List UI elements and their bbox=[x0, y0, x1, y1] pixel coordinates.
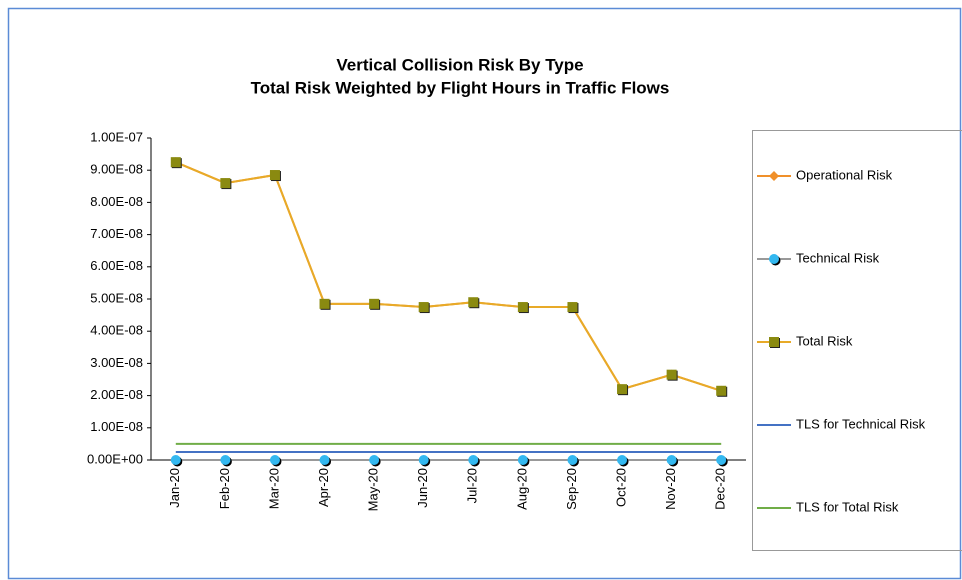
point bbox=[369, 298, 380, 309]
chart-subtitle: Total Risk Weighted by Flight Hours in T… bbox=[251, 78, 670, 97]
x-tick-label: Aug-20 bbox=[514, 468, 529, 510]
point bbox=[220, 455, 231, 465]
legend-label: TLS for Technical Risk bbox=[796, 416, 926, 431]
y-tick-label: 2.00E-08 bbox=[90, 387, 143, 402]
x-tick-label: Nov-20 bbox=[663, 468, 678, 510]
point bbox=[319, 298, 330, 309]
legend-label: Technical Risk bbox=[796, 250, 880, 265]
point bbox=[617, 384, 628, 395]
point bbox=[319, 455, 330, 465]
legend-label: Operational Risk bbox=[796, 167, 893, 182]
point bbox=[666, 369, 677, 380]
x-tick-label: Feb-20 bbox=[217, 468, 232, 509]
legend-box bbox=[752, 130, 962, 551]
y-tick-label: 1.00E-08 bbox=[90, 419, 143, 434]
y-tick-label: 3.00E-08 bbox=[90, 355, 143, 370]
x-tick-label: Mar-20 bbox=[266, 468, 281, 509]
legend-marker bbox=[769, 171, 779, 181]
point bbox=[170, 455, 181, 465]
x-tick-label: Apr-20 bbox=[316, 468, 331, 507]
point bbox=[468, 297, 479, 308]
y-tick-label: 1.00E-07 bbox=[90, 129, 143, 144]
legend-marker bbox=[769, 254, 779, 264]
x-tick-label: Dec-20 bbox=[713, 468, 728, 510]
y-tick-label: 6.00E-08 bbox=[90, 258, 143, 273]
y-tick-label: 4.00E-08 bbox=[90, 323, 143, 338]
point bbox=[567, 455, 578, 465]
y-tick-label: 5.00E-08 bbox=[90, 290, 143, 305]
point bbox=[170, 157, 181, 168]
point bbox=[617, 455, 628, 465]
chart-title: Vertical Collision Risk By Type bbox=[336, 55, 583, 74]
point bbox=[418, 302, 429, 313]
series-line bbox=[175, 161, 722, 392]
point bbox=[666, 455, 677, 465]
point bbox=[517, 302, 528, 313]
x-tick-label: Jun-20 bbox=[415, 468, 430, 508]
point bbox=[468, 455, 479, 465]
point bbox=[269, 170, 280, 181]
point bbox=[517, 455, 528, 465]
point bbox=[369, 455, 380, 465]
series-line bbox=[175, 161, 722, 392]
x-tick-label: Jul-20 bbox=[465, 468, 480, 503]
x-tick-label: May-20 bbox=[366, 468, 381, 511]
y-tick-label: 9.00E-08 bbox=[90, 162, 143, 177]
point bbox=[220, 178, 231, 189]
x-tick-label: Oct-20 bbox=[613, 468, 628, 507]
x-tick-label: Sep-20 bbox=[564, 468, 579, 510]
frame bbox=[7, 7, 962, 580]
legend-marker bbox=[769, 337, 779, 347]
point bbox=[716, 385, 727, 396]
point bbox=[716, 455, 727, 465]
y-tick-label: 8.00E-08 bbox=[90, 194, 143, 209]
point bbox=[269, 455, 280, 465]
legend-label: Total Risk bbox=[796, 333, 853, 348]
legend-label: TLS for Total Risk bbox=[796, 499, 899, 514]
point bbox=[418, 455, 429, 465]
x-tick-label: Jan-20 bbox=[167, 468, 182, 508]
point bbox=[567, 302, 578, 313]
y-tick-label: 0.00E+00 bbox=[87, 451, 143, 466]
y-tick-label: 7.00E-08 bbox=[90, 226, 143, 241]
